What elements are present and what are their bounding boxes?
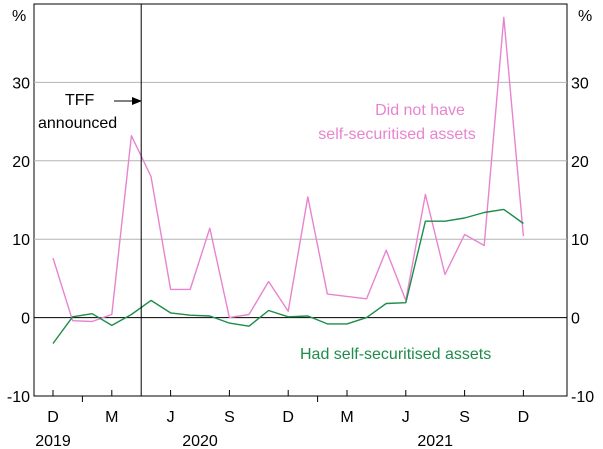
y-tick-label-right: -10	[571, 389, 594, 406]
y-axis-left: -10 0 10 20 30	[7, 75, 30, 406]
announced-label: announced	[38, 115, 117, 132]
y-tick-label-left: 10	[12, 232, 30, 249]
x-tick-label: D	[47, 409, 59, 426]
x-tick-label: S	[459, 409, 470, 426]
y-tick-label-left: 0	[21, 311, 30, 328]
y-unit-right: %	[578, 8, 592, 25]
plot-frame	[33, 3, 568, 397]
x-axis: D M J S D M J S D 2019 2020 2021	[35, 390, 529, 449]
y-tick-label-left: -10	[7, 389, 30, 406]
series-layer	[52, 16, 525, 344]
series-label-no-self-sec-line2: self-securitised assets	[318, 126, 475, 143]
x-year-label: 2019	[35, 433, 71, 449]
x-tick-label: D	[282, 409, 294, 426]
x-tick-label: M	[340, 409, 353, 426]
x-tick-label: S	[224, 409, 235, 426]
x-tick-label: D	[518, 409, 530, 426]
y-tick-label-left: 30	[12, 75, 30, 92]
y-tick-label-left: 20	[12, 154, 30, 171]
y-unit-left: %	[12, 8, 26, 25]
y-axis-right: -10 0 10 20 30	[571, 75, 594, 406]
series-label-no-self-sec-line1: Did not have	[375, 102, 465, 119]
series-line-had-self-securitised	[52, 208, 524, 344]
y-tick-label-right: 0	[571, 311, 580, 328]
y-tick-label-right: 20	[571, 154, 589, 171]
x-year-label: 2021	[417, 433, 453, 449]
x-tick-label: J	[167, 409, 175, 426]
x-year-label: 2020	[182, 433, 218, 449]
gridlines	[34, 81, 567, 319]
series-label-had-self-sec: Had self-securitised assets	[300, 346, 491, 363]
tff-arrow	[114, 97, 142, 105]
x-tick-label: M	[105, 409, 118, 426]
y-tick-label-right: 30	[571, 75, 589, 92]
tff-label: TFF	[65, 92, 95, 109]
y-tick-label-right: 10	[571, 232, 589, 249]
x-tick-label: J	[402, 409, 410, 426]
series-line-no-self-securitised	[52, 16, 525, 323]
